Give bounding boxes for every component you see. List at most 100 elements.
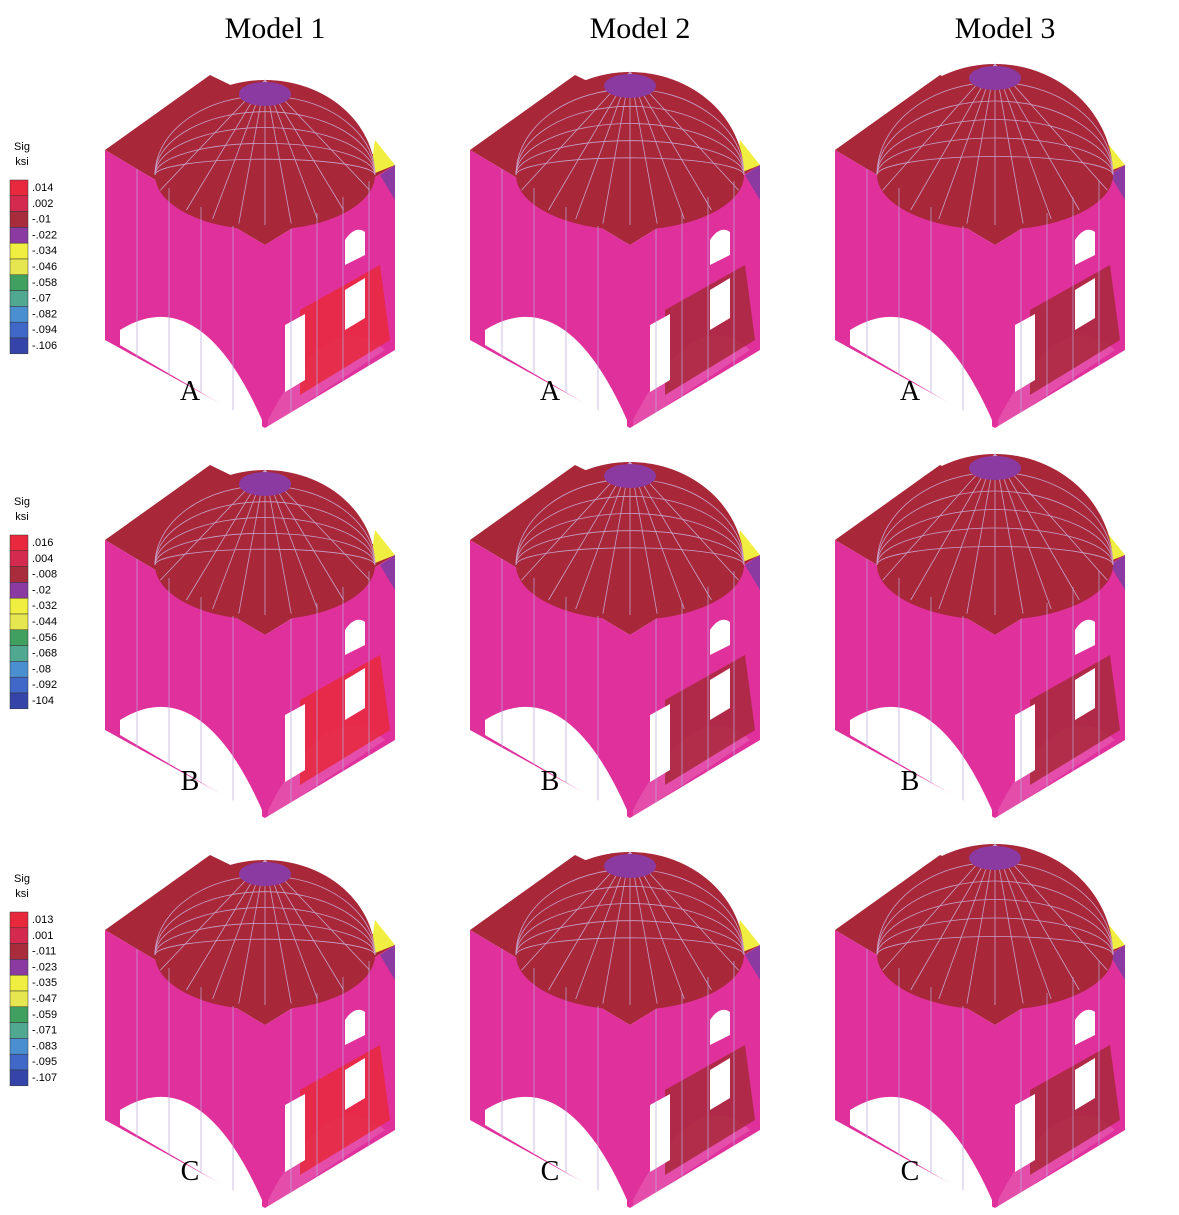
legend-swatch [9,959,29,976]
legend-swatch [9,582,29,599]
corner-patch [1110,945,1125,980]
window [1075,1009,1095,1045]
arch-cut [850,706,992,818]
legend-swatch [9,990,29,1008]
legend-label: -.059 [32,1009,57,1021]
legend-label: -.034 [32,245,57,257]
window [1075,619,1095,655]
legend-label: -.058 [32,277,57,289]
dome-grid [994,843,1080,991]
window [650,314,670,392]
legend-swatch [9,1006,29,1023]
legend-swatch [9,974,29,992]
legend-label: .016 [32,537,53,549]
legend-swatch [9,274,29,291]
legend-title: Sig [14,496,30,508]
arch-cut [485,316,627,428]
panel-label: A [540,376,561,407]
legend-swatch [9,1069,29,1087]
legend-swatch [9,211,29,228]
dome-grid [966,843,996,1004]
dome-cap [969,846,1021,870]
legend-swatch [9,911,29,929]
dome-grid [910,843,996,991]
window [1015,1094,1035,1172]
legend-label: -.023 [32,961,57,973]
dome-grid [910,453,996,601]
legend-label: .014 [32,182,53,194]
column-header: Model 1 [225,12,326,45]
legend-swatch [9,661,29,678]
corner-patch [745,555,760,590]
window [710,278,730,330]
window [285,1094,305,1172]
legend-label: .013 [32,914,53,926]
window [1075,1058,1095,1110]
dome-grid [938,63,996,220]
window [650,704,670,782]
legend-label: -.035 [32,977,57,989]
model-render [105,855,395,1208]
corner-patch [370,920,395,955]
corner-patch [370,530,395,565]
dome-cap [239,862,291,886]
arch-cut [485,706,627,818]
corner-patch [380,165,395,200]
window [1075,229,1095,265]
legend-swatch [9,613,29,631]
panel-label: B [541,766,560,797]
window [345,619,365,655]
window [1015,314,1035,392]
window [710,668,730,720]
legend-swatch [9,1053,29,1071]
window [710,1058,730,1110]
dome-cap [604,854,656,878]
legend-label: -.08 [32,663,51,675]
window [710,229,730,265]
arch-cut [485,1096,627,1208]
legend-swatch [9,645,29,662]
legend-swatch [9,597,29,615]
dome-grid [994,453,1052,610]
dome-grid [994,63,1024,224]
legend-label: -.046 [32,261,57,273]
legend-swatch [9,927,29,944]
legend-swatch [9,629,29,646]
legend-label: -.07 [32,293,51,305]
panel-label: C [901,1156,920,1187]
panel-label: C [181,1156,200,1187]
legend-label: -.056 [32,632,57,644]
corner-patch [1110,165,1125,200]
model-render [470,71,760,428]
dome-grid [966,453,996,614]
dome-grid [994,63,1080,211]
legend-label: -.095 [32,1056,57,1068]
dome-cap [239,472,291,496]
window [710,619,730,655]
window [345,668,365,720]
legend-swatch [9,534,29,552]
legend-label: -.047 [32,993,57,1005]
model-render [470,851,760,1208]
legend-swatch [9,566,29,583]
legend-label: -.02 [32,584,51,596]
panel-label: A [180,376,201,407]
corner-patch [745,945,760,980]
window [1075,278,1095,330]
arch-cut [120,316,262,428]
dome-grid [938,843,996,1000]
legend-swatch [9,676,29,694]
legend-swatch [9,337,29,355]
arch-cut [850,316,992,428]
dome-grid [994,63,1052,220]
dome-cap [604,74,656,98]
legend-swatch [9,290,29,307]
column-header: Model 3 [955,12,1056,45]
legend-label: -.01 [32,214,51,226]
legend-label: -.083 [32,1040,57,1052]
legend-label: .001 [32,930,53,942]
legend-swatch [9,692,29,710]
corner-patch [370,140,395,175]
dome-grid [994,453,1024,614]
legend-swatch [9,1038,29,1055]
